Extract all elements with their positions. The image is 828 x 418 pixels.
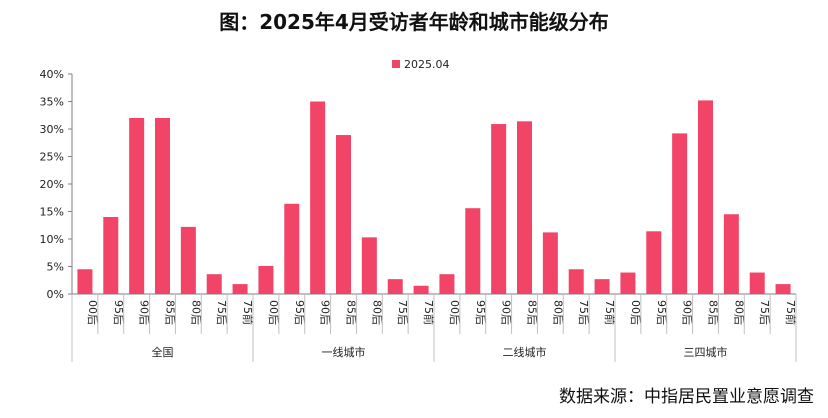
x-category-label: 80后: [551, 300, 564, 325]
bar: [387, 279, 403, 294]
bar: [465, 208, 481, 294]
x-category-label: 00后: [448, 300, 461, 325]
x-category-label: 95后: [655, 300, 668, 325]
source-note: 数据来源：中指居民置业意愿调查: [559, 387, 814, 407]
bar: [672, 133, 688, 294]
bar: [491, 124, 507, 294]
bar: [336, 135, 351, 294]
x-category-label: 75后: [758, 300, 771, 325]
y-tick-label: 5%: [47, 261, 64, 274]
bar: [206, 274, 222, 294]
x-category-label: 90后: [138, 300, 151, 325]
bar: [439, 274, 455, 294]
y-tick-label: 20%: [40, 178, 64, 191]
group-label: 二线城市: [503, 345, 547, 359]
bar: [646, 231, 662, 294]
bar: [258, 265, 274, 294]
y-tick-label: 30%: [40, 123, 64, 136]
x-category-label: 85后: [707, 300, 720, 325]
x-category-label: 75前: [241, 300, 255, 325]
y-tick-label: 0%: [47, 288, 64, 301]
x-category-label: 90后: [500, 300, 513, 325]
bar: [103, 217, 119, 294]
x-category-label: 90后: [681, 300, 694, 325]
bar: [413, 285, 429, 294]
bar: [568, 269, 584, 294]
x-category-label: 75后: [215, 300, 228, 325]
legend-label: 2025.04: [404, 58, 450, 71]
bar-chart: 0% 5% 10% 15% 20% 25% 30% 35% 40% 2025.04 00后 95后 90…: [40, 58, 798, 362]
bar: [180, 226, 196, 294]
x-category-label: 00后: [86, 300, 99, 325]
y-tick-label: 10%: [40, 233, 64, 246]
x-category-label: 95后: [293, 300, 306, 325]
bar: [284, 203, 300, 294]
bar: [361, 237, 377, 294]
y-tick-label: 15%: [40, 206, 64, 219]
x-category-label: 85后: [526, 300, 539, 325]
y-tick-label: 40%: [40, 68, 64, 81]
y-tick-label: 35%: [40, 96, 64, 109]
x-category-label: 95后: [112, 300, 125, 325]
bar: [517, 121, 532, 294]
bar: [620, 272, 636, 294]
bar: [723, 214, 739, 294]
x-category-label: 90后: [319, 300, 332, 325]
bar: [775, 284, 791, 294]
group-label: 一线城市: [322, 345, 366, 359]
x-category-label: 75后: [577, 300, 590, 325]
x-category-label: 95后: [474, 300, 487, 325]
x-category-label: 00后: [629, 300, 642, 325]
bar: [749, 272, 765, 294]
x-category-label: 85后: [164, 300, 177, 325]
x-category-label: 75后: [396, 300, 409, 325]
x-category-label: 80后: [732, 300, 745, 325]
bar: [232, 284, 248, 294]
bar: [310, 101, 326, 294]
chart-title: 图：2025年4月受访者年龄和城市能级分布: [219, 10, 609, 34]
group-label: 三四城市: [684, 345, 728, 359]
x-category-label: 75前: [784, 300, 798, 325]
bar: [698, 100, 713, 295]
x-category-label: 75前: [422, 300, 436, 325]
bar: [542, 232, 558, 294]
x-category-label: 80后: [370, 300, 383, 325]
y-tick-label: 25%: [40, 151, 64, 164]
x-category-label: 75前: [603, 300, 617, 325]
legend-swatch: [392, 60, 400, 68]
bar: [155, 118, 170, 294]
bar: [129, 118, 145, 294]
x-category-label: 80后: [189, 300, 202, 325]
bar: [77, 269, 93, 294]
x-category-label: 85后: [345, 300, 358, 325]
group-label: 全国: [152, 345, 174, 359]
bar: [594, 279, 610, 294]
x-category-label: 00后: [267, 300, 280, 325]
